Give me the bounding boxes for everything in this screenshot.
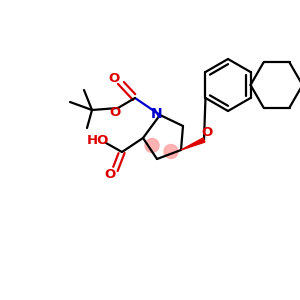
- Text: O: O: [104, 169, 116, 182]
- Text: O: O: [110, 106, 121, 119]
- Text: HO: HO: [87, 134, 109, 148]
- Text: O: O: [201, 125, 213, 139]
- Circle shape: [145, 139, 159, 152]
- Text: O: O: [108, 71, 120, 85]
- Circle shape: [164, 145, 178, 158]
- Text: N: N: [151, 107, 163, 121]
- Polygon shape: [181, 138, 205, 150]
